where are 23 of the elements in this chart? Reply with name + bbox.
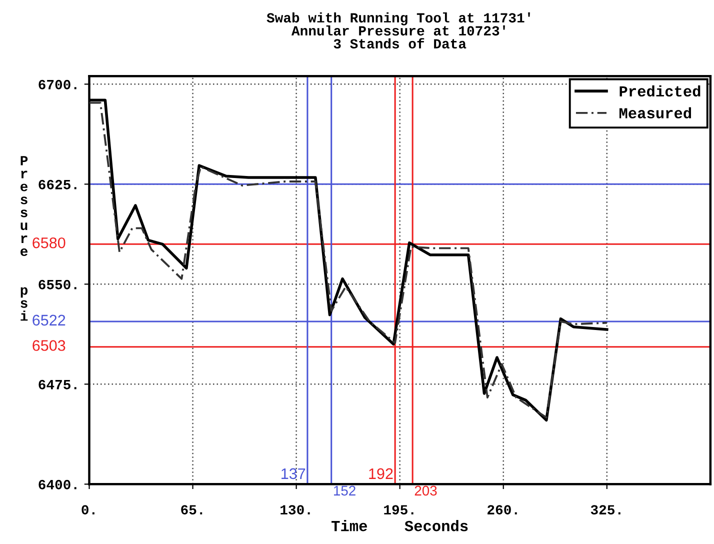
x-tick-label: 195.	[384, 505, 414, 514]
ref-line-label: 152	[334, 486, 356, 496]
y-tick-label: 6475.	[38, 380, 76, 390]
x-tick-label: 65.	[181, 505, 202, 514]
chart-title: Swab with Running Tool at 11731' Annular Pressure at 10723' 3 Stands of Data	[266, 12, 530, 49]
y-tick-label: 6700.	[38, 80, 76, 90]
ref-line-label: 6580	[32, 237, 66, 248]
ref-line-label: 192	[369, 468, 393, 480]
y-tick-label: 6625.	[38, 180, 76, 190]
x-axis-title: Time Seconds	[332, 520, 468, 532]
ref-line-label: 6503	[32, 340, 66, 351]
x-tick-label: 130.	[280, 505, 310, 515]
x-tick-label: 325.	[590, 505, 620, 515]
text: Pressure psi	[20, 156, 28, 321]
ref-line-label: 6522	[32, 314, 66, 326]
ref-line-label: 203	[414, 486, 437, 496]
x-tick-label: 260.	[488, 505, 517, 514]
x-tick-label: 0.	[82, 505, 94, 514]
legend-label: Predicted	[620, 85, 700, 97]
ref-line-label: 137	[282, 468, 306, 480]
y-tick-label: 6400.	[38, 480, 76, 490]
y-tick-label: 6550.	[38, 280, 76, 290]
legend-label: Measured	[619, 107, 692, 118]
